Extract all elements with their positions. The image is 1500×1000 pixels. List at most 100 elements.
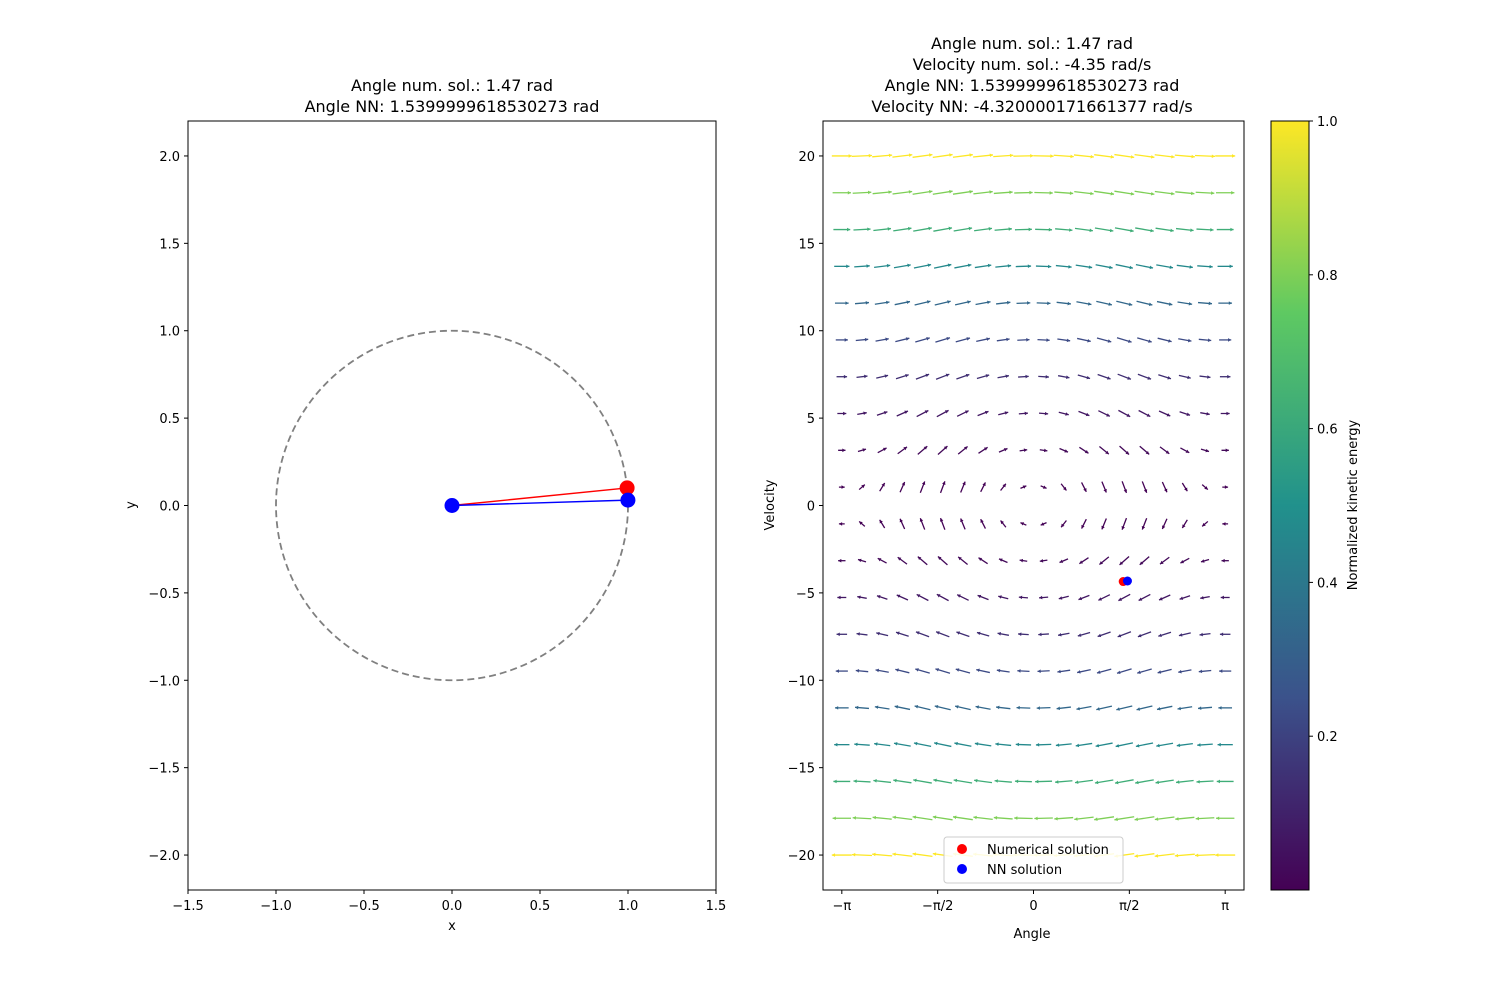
quiver-arrow bbox=[912, 852, 933, 858]
legend-box bbox=[943, 836, 1124, 884]
quiver-arrow bbox=[851, 153, 873, 158]
quiver-arrow-head bbox=[974, 742, 979, 746]
quiver-arrow-head bbox=[896, 594, 901, 598]
quiver-arrow-head bbox=[1179, 596, 1184, 600]
quiver-arrow-head bbox=[947, 263, 952, 267]
quiver-arrow-head bbox=[868, 190, 872, 195]
quiver-arrow bbox=[1215, 154, 1236, 158]
quiver-arrow-head bbox=[1210, 228, 1214, 232]
quiver-arrow-head bbox=[934, 741, 938, 746]
quiver-arrow bbox=[858, 484, 866, 491]
quiver-arrow bbox=[916, 593, 929, 602]
right-ticks: −π −π/2 0 π/2 π −20 −15 −10 −5 0 5 10 15 20 bbox=[788, 150, 1230, 914]
quiver-arrow-head bbox=[1225, 448, 1229, 453]
quiver-arrow bbox=[835, 338, 848, 342]
quiver-arrow bbox=[1096, 705, 1113, 711]
quiver-arrow bbox=[857, 448, 867, 453]
quiver-arrow-head bbox=[1184, 487, 1188, 492]
quiver-arrow bbox=[976, 337, 991, 343]
quiver-arrow-head bbox=[1065, 375, 1070, 379]
quiver-arrow bbox=[879, 482, 886, 492]
quiver-arrow bbox=[1200, 448, 1210, 453]
quiver-arrow bbox=[1177, 301, 1193, 306]
quiver-arrow bbox=[976, 631, 990, 637]
y-tick-label: −20 bbox=[788, 849, 815, 864]
quiver-arrow-head bbox=[876, 595, 881, 599]
quiver-arrow bbox=[1136, 300, 1153, 307]
quiver-arrow bbox=[980, 518, 987, 529]
quiver-arrow bbox=[1199, 632, 1211, 637]
quiver-arrow-head bbox=[1085, 412, 1090, 417]
quiver-arrow-head bbox=[1039, 559, 1044, 563]
quiver-arrow-head bbox=[1168, 302, 1173, 306]
quiver-arrow bbox=[1078, 410, 1090, 417]
quiver-arrow bbox=[998, 447, 1008, 453]
quiver-arrow-head bbox=[862, 448, 867, 452]
quiver-arrow-head bbox=[1137, 633, 1142, 638]
quiver-arrow-head bbox=[1156, 743, 1160, 748]
quiver-arrow bbox=[1074, 190, 1094, 196]
quiver-arrow bbox=[1073, 154, 1094, 159]
quiver-arrow bbox=[1141, 481, 1148, 494]
quiver-arrow bbox=[1154, 816, 1175, 821]
quiver-arrow bbox=[854, 705, 870, 710]
quiver-arrow-head bbox=[1141, 525, 1146, 530]
quiver-arrow-head bbox=[1101, 525, 1105, 530]
y-tick-label: −1.5 bbox=[148, 762, 180, 777]
quiver-arrow-head bbox=[1075, 780, 1079, 784]
quiver-arrow bbox=[933, 263, 952, 269]
quiver-arrow bbox=[1198, 338, 1212, 343]
quiver-arrow bbox=[1197, 743, 1213, 747]
quiver-arrow bbox=[851, 852, 873, 857]
quiver-arrow-head bbox=[1040, 522, 1045, 526]
quiver-arrow-head bbox=[893, 741, 898, 746]
quiver-arrow-head bbox=[965, 373, 970, 378]
quiver-arrow-shaft bbox=[1174, 853, 1195, 857]
quiver-arrow bbox=[1119, 445, 1130, 456]
x-tick-label: −1.5 bbox=[172, 899, 204, 914]
quiver-arrow-head bbox=[1098, 597, 1103, 601]
quiver-arrow-head bbox=[994, 779, 998, 783]
quiver-arrow-head bbox=[1050, 154, 1054, 158]
quiver-arrow bbox=[1158, 410, 1171, 417]
quiver-arrow bbox=[1196, 779, 1214, 784]
pivot-point bbox=[444, 498, 460, 513]
quiver-arrow-head bbox=[1204, 486, 1208, 490]
quiver-arrow bbox=[995, 264, 1012, 268]
quiver-arrow-head bbox=[1061, 523, 1065, 528]
quiver-arrow-head bbox=[855, 705, 859, 710]
quiver-arrow-head bbox=[973, 815, 977, 820]
quiver-arrow bbox=[993, 815, 1013, 820]
quiver-arrow-head bbox=[1150, 191, 1155, 196]
quiver-arrow-head bbox=[924, 410, 929, 414]
quiver-arrow-head bbox=[857, 595, 861, 599]
bob-nn bbox=[620, 492, 636, 508]
quiver-arrow-head bbox=[913, 778, 917, 783]
quiver-arrow bbox=[1179, 411, 1191, 416]
quiver-arrow bbox=[872, 815, 892, 820]
quiver-arrow bbox=[892, 852, 913, 857]
quiver-arrow-head bbox=[1158, 633, 1162, 638]
quiver-arrow-head bbox=[1038, 632, 1042, 637]
quiver-arrow bbox=[952, 815, 973, 821]
quiver-arrow bbox=[838, 522, 845, 526]
quiver-arrow-head bbox=[1037, 669, 1041, 674]
quiver-arrow-head bbox=[1039, 595, 1043, 600]
quiver-arrow bbox=[1161, 481, 1168, 493]
quiver-arrow-head bbox=[1162, 525, 1166, 530]
quiver-arrow-head bbox=[1197, 743, 1201, 747]
x-tick-label: −0.5 bbox=[348, 899, 380, 914]
quiver-arrow bbox=[974, 227, 993, 232]
quiver-arrow-head bbox=[1114, 780, 1119, 785]
quiver-arrow-head bbox=[1056, 706, 1061, 711]
quiver-arrow bbox=[1134, 153, 1155, 159]
quiver-arrow bbox=[899, 481, 906, 493]
quiver-arrow-head bbox=[1215, 816, 1220, 821]
quiver-arrow bbox=[893, 778, 912, 784]
quiver-arrow-head bbox=[843, 411, 847, 416]
quiver-arrow-head bbox=[1190, 228, 1194, 232]
quiver-arrow bbox=[993, 153, 1014, 158]
nn-solution-point bbox=[1122, 576, 1132, 586]
quiver-arrow bbox=[1157, 668, 1172, 674]
quiver-arrow bbox=[873, 779, 892, 784]
